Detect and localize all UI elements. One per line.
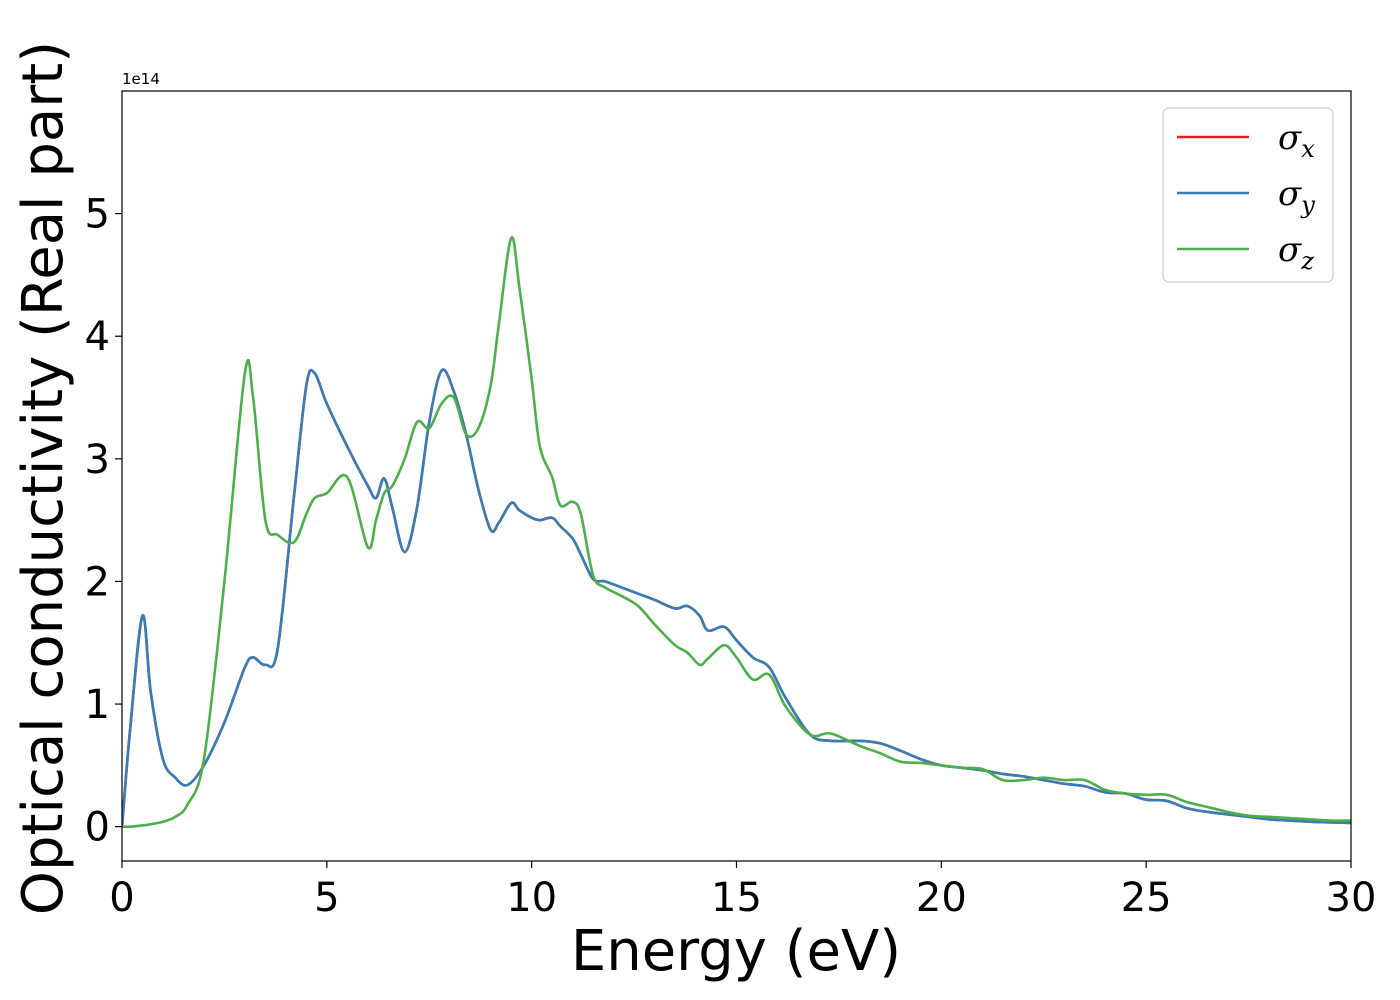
y-tick-label: 2 — [85, 559, 110, 605]
y-tick-label: 3 — [85, 437, 110, 483]
y-axis-label: Optical conductivity (Real part) — [11, 41, 76, 915]
y-axis-ticks: 0 1 2 3 4 5 — [85, 192, 122, 851]
x-tick-label: 0 — [109, 875, 134, 921]
series-lines — [122, 236, 1351, 829]
x-tick-label: 20 — [916, 875, 967, 921]
y-tick-label: 1 — [85, 682, 110, 728]
legend-frame — [1162, 107, 1334, 283]
x-tick-label: 10 — [506, 875, 557, 921]
y-tick-label: 5 — [85, 192, 110, 238]
x-axis-ticks: 0 5 10 15 20 25 30 — [109, 861, 1376, 921]
x-tick-label: 5 — [314, 875, 339, 921]
x-tick-label: 15 — [711, 875, 762, 921]
plot-area — [122, 236, 1351, 829]
legend-label: σx — [1278, 118, 1315, 163]
legend-label: σz — [1278, 230, 1314, 275]
x-tick-label: 30 — [1326, 875, 1377, 921]
y-offset-text: 1e14 — [122, 70, 160, 88]
y-tick-label: 4 — [85, 314, 110, 360]
series-line-sigma-z — [122, 236, 1351, 829]
x-axis-label: Energy (eV) — [571, 919, 901, 984]
series-line-sigma-y — [122, 368, 1351, 827]
legend: σx σy σz — [1162, 107, 1334, 283]
x-tick-label: 25 — [1121, 875, 1172, 921]
legend-label: σy — [1278, 174, 1315, 219]
y-tick-label: 0 — [85, 805, 110, 851]
